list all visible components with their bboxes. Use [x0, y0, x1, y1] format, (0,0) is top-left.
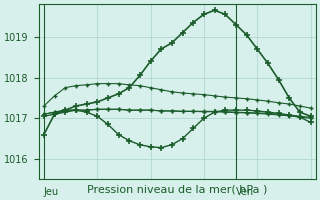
Text: Ven: Ven [236, 187, 254, 197]
X-axis label: Pression niveau de la mer( hPa ): Pression niveau de la mer( hPa ) [87, 185, 268, 195]
Text: Jeu: Jeu [44, 187, 59, 197]
